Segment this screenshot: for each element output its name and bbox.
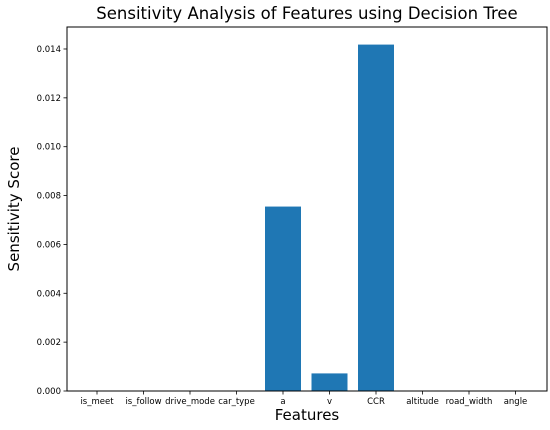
bars-group <box>265 44 394 392</box>
plot-frame <box>66 26 548 392</box>
y-tick-label: 0.000 <box>37 387 61 397</box>
y-tick-label: 0.008 <box>37 192 61 202</box>
x-tick-label: altitude <box>406 397 439 407</box>
x-axis-label: Features <box>275 406 340 424</box>
x-tick-label: is_follow <box>125 397 161 407</box>
x-tick-label: car_type <box>218 397 255 407</box>
x-tick-label: is_meet <box>80 397 114 407</box>
x-tick-label: a <box>280 397 285 407</box>
x-tick-label: angle <box>504 397 528 407</box>
y-axis-ticks: 0.000 0.002 0.004 0.006 0.008 0.010 0.012 0.014 <box>37 45 67 397</box>
x-tick-label: CCR <box>367 397 385 407</box>
y-tick-label: 0.002 <box>37 338 61 348</box>
chart-title: Sensitivity Analysis of Features using D… <box>96 4 517 23</box>
bar-v <box>311 373 348 391</box>
y-tick-label: 0.014 <box>37 45 61 55</box>
x-axis-ticks: is_meet is_follow drive_mode car_type a v CCR a… <box>80 391 527 407</box>
y-tick-label: 0.004 <box>37 289 61 299</box>
x-tick-label: drive_mode <box>165 397 215 407</box>
bar-CCR <box>358 44 394 392</box>
y-tick-label: 0.012 <box>37 94 61 104</box>
bar-a <box>265 206 301 391</box>
y-tick-label: 0.010 <box>37 143 61 153</box>
x-tick-label: road_width <box>446 397 493 407</box>
y-axis-label: Sensitivity Score <box>5 147 23 272</box>
y-tick-label: 0.006 <box>37 240 61 250</box>
x-tick-label: v <box>327 397 332 407</box>
